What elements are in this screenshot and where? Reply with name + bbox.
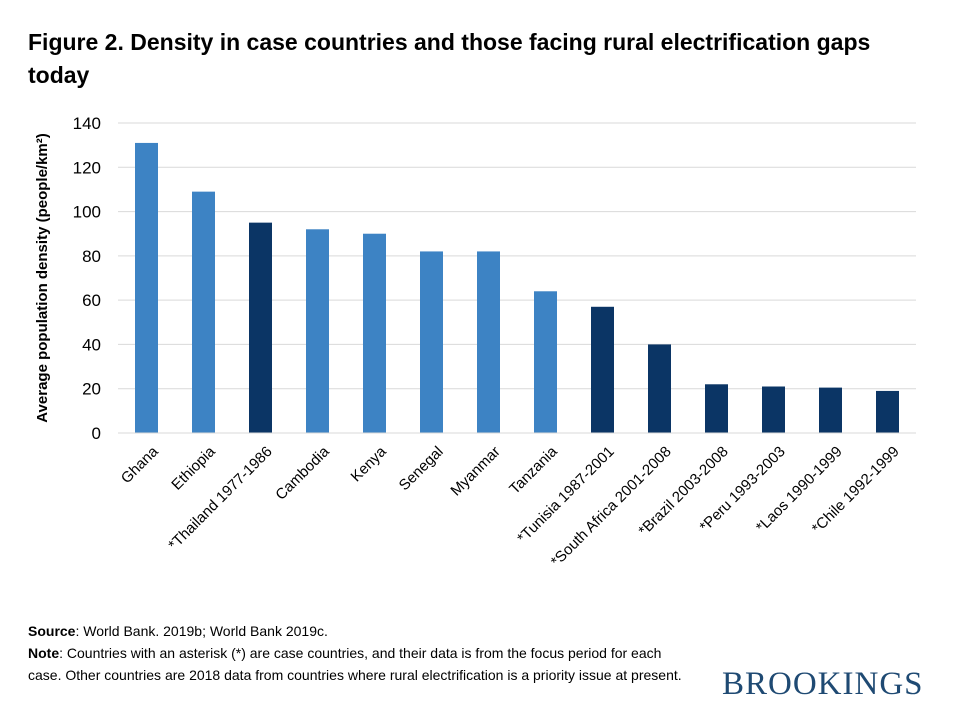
footnotes: Source: World Bank. 2019b; World Bank 20… [28, 620, 688, 686]
note-text: : Countries with an asterisk (*) are cas… [28, 645, 682, 683]
x-tick-label: Senegal [396, 443, 447, 494]
x-tick-label: Cambodia [272, 443, 333, 504]
x-tick-label: Tanzania [506, 443, 561, 498]
bar-tanzania [534, 291, 557, 433]
source-label: Source [28, 623, 76, 639]
x-tick-label: Myanmar [447, 443, 503, 499]
y-tick-label: 20 [82, 380, 101, 399]
x-tick-label: *Thailand 1977-1986 [165, 443, 276, 554]
bar-tunisia-1987-2001 [591, 306, 614, 433]
bar-myanmar [477, 251, 500, 433]
note-label: Note [28, 645, 60, 661]
y-tick-label: 0 [92, 424, 101, 443]
y-tick-label: 60 [82, 291, 101, 310]
y-tick-label: 100 [73, 203, 101, 222]
y-axis-ticks: 0 20 40 60 80 100 120 140 [73, 114, 101, 443]
bar-ethiopia [192, 191, 215, 433]
y-axis-title: Average population density (people/km²) [34, 133, 51, 422]
y-tick-label: 120 [73, 158, 101, 177]
x-tick-label: Ethiopia [168, 443, 219, 494]
x-axis-labels: Ghana Ethiopia*Thailand 1977-1986Cambodia… [118, 443, 903, 570]
y-tick-label: 40 [82, 335, 101, 354]
bar-senegal [420, 251, 443, 433]
x-tick-label: Kenya [348, 443, 391, 486]
gridlines [118, 122, 916, 390]
x-tick-label: *Tunisia 1987-2001 [514, 443, 618, 547]
bar-brazil-2003-2008 [705, 384, 728, 433]
brookings-logo: BROOKINGS [722, 666, 924, 702]
bar-cambodia [306, 229, 329, 433]
bar-laos-1990-1999 [819, 387, 842, 433]
source-line: Source: World Bank. 2019b; World Bank 20… [28, 620, 688, 642]
bar-south-africa-2001-2008 [648, 344, 671, 433]
chart-title: Figure 2. Density in case countries and … [28, 29, 871, 88]
y-tick-label: 80 [82, 247, 101, 266]
bar-chart: 0 20 40 60 80 100 120 140 Ghana Ethiopia*Thailan… [34, 114, 916, 570]
bar-ghana [135, 142, 158, 433]
bar-peru-1993-2003 [762, 386, 785, 433]
bar-kenya [363, 233, 386, 433]
bar-chile-1992-1999 [876, 390, 899, 433]
bars [135, 142, 899, 433]
bar-thailand-1977-1986 [249, 222, 272, 433]
source-text: : World Bank. 2019b; World Bank 2019c. [75, 623, 328, 639]
note-line: Note: Countries with an asterisk (*) are… [28, 642, 688, 686]
x-tick-label: Ghana [118, 443, 162, 487]
y-tick-label: 140 [73, 114, 101, 133]
